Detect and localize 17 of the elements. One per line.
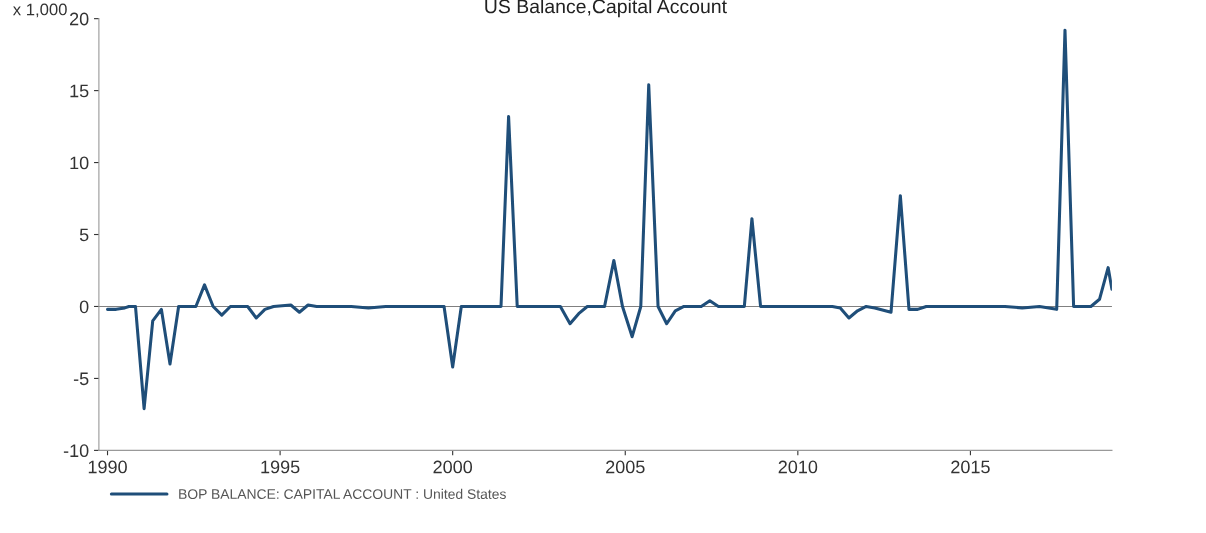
chart-title: US Balance,Capital Account — [485, 0, 727, 18]
x-tick-label: 2010 — [778, 460, 818, 474]
y-axis-title: x 1,000 — [12, 3, 67, 18]
y-tick-label: 10 — [70, 156, 89, 170]
y-tick-label: 5 — [79, 228, 89, 242]
y-tick-label: 20 — [70, 12, 89, 26]
y-tick-label: -5 — [73, 372, 89, 386]
x-tick-label: 2000 — [433, 460, 473, 474]
x-tick-label: 1990 — [88, 460, 127, 474]
line-series — [105, 28, 1112, 411]
y-tick-label: 0 — [79, 300, 89, 314]
y-tick-label: -10 — [63, 444, 89, 458]
x-tick-label: 2015 — [951, 460, 990, 474]
legend-label: BOP BALANCE: CAPITAL ACCOUNT : United States — [179, 488, 506, 499]
y-tick-label: 15 — [70, 84, 89, 98]
x-tick-label: 1995 — [261, 460, 300, 474]
x-tick-label: 2005 — [606, 460, 645, 474]
